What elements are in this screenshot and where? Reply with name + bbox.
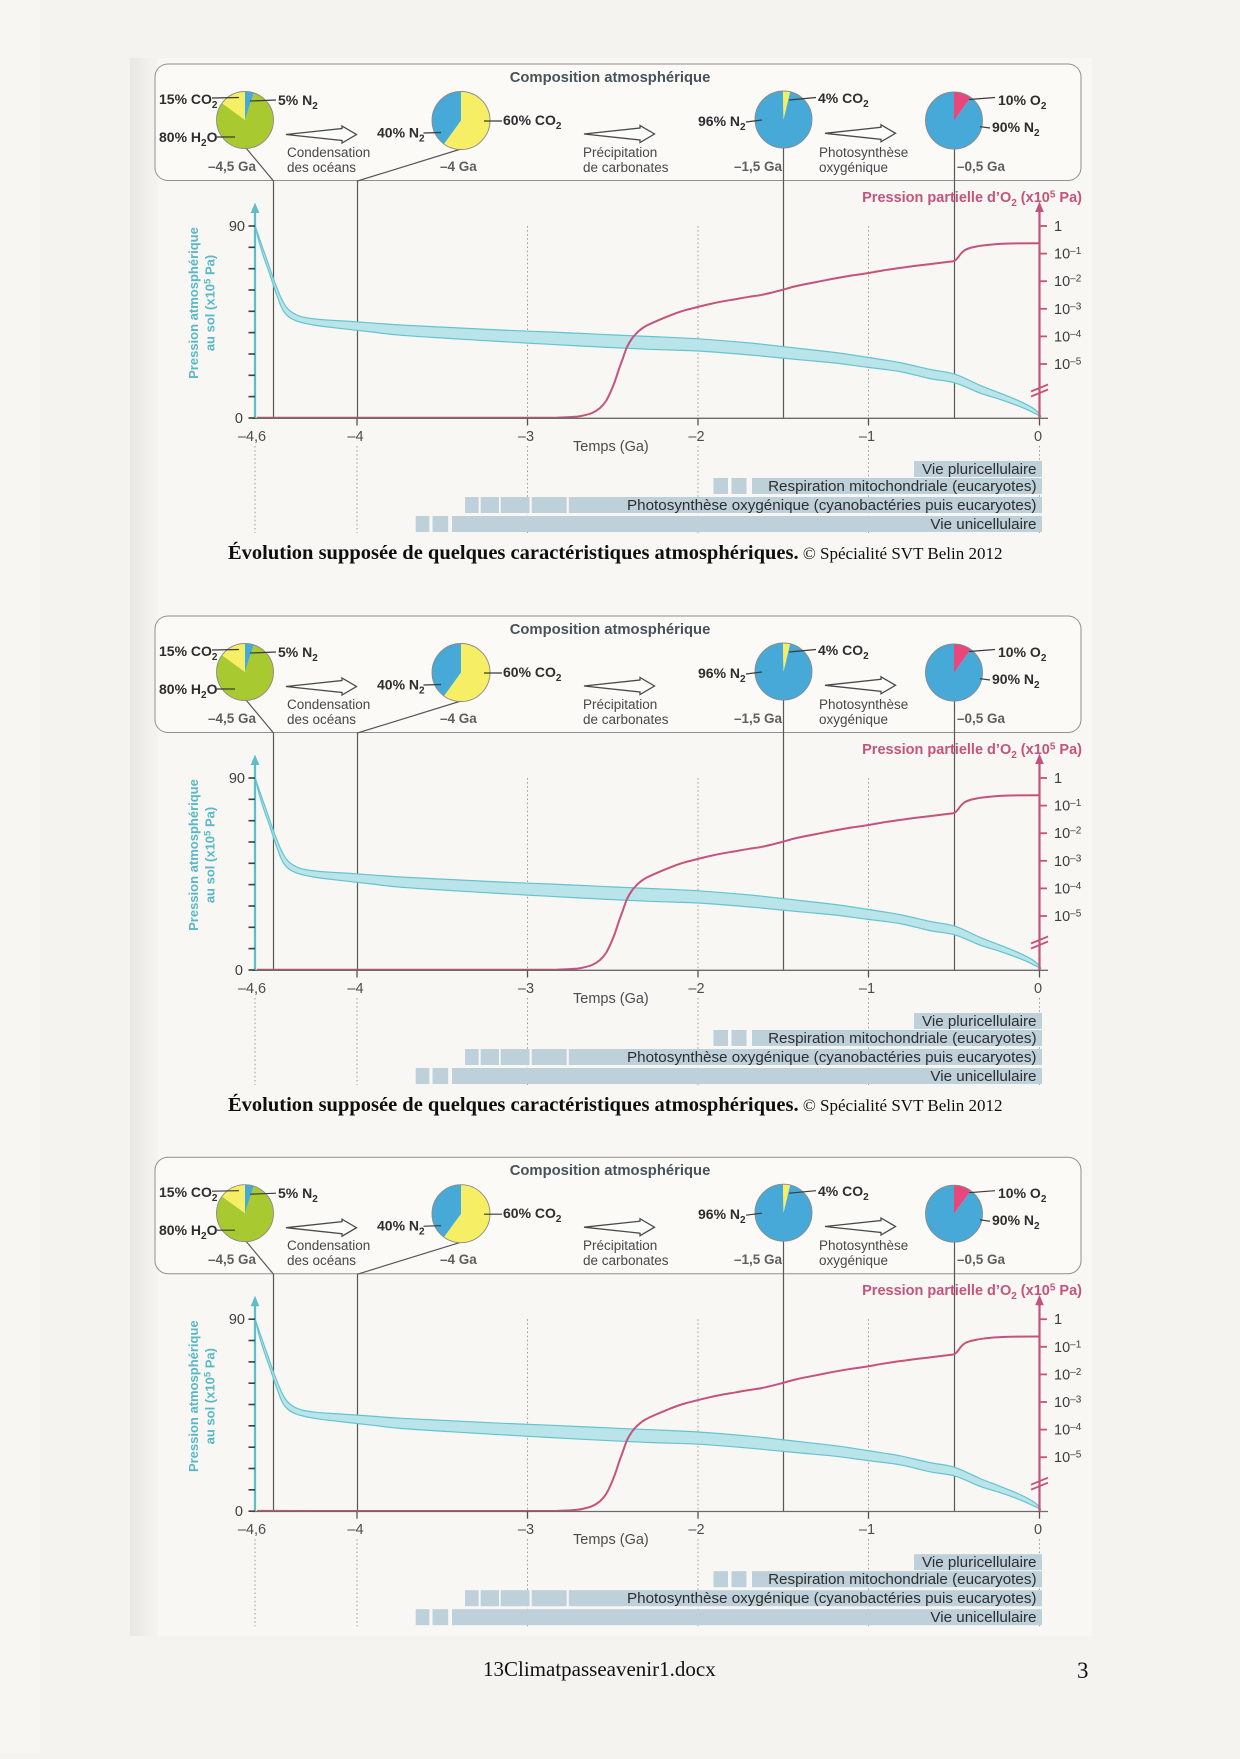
svg-text:Évolution supposée de quelques: Évolution supposée de quelques caractéri…	[228, 1093, 1002, 1116]
svg-text:Évolution supposée de quelques: Évolution supposée de quelques caractéri…	[228, 541, 1002, 564]
svg-text:3: 3	[1077, 1658, 1089, 1683]
svg-text:13Climatpasseavenir1.docx: 13Climatpasseavenir1.docx	[483, 1657, 716, 1681]
